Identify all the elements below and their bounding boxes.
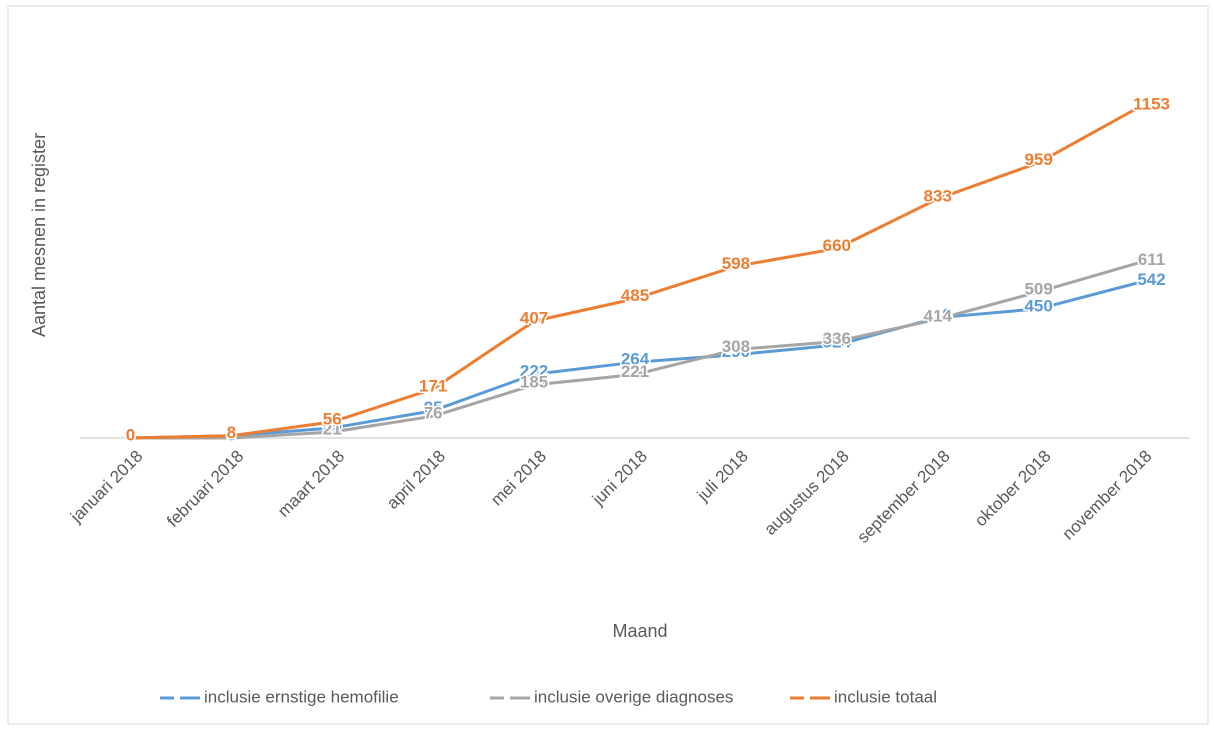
- legend-label: inclusie overige diagnoses: [534, 687, 733, 706]
- data-label: 185: [520, 372, 548, 391]
- data-label: 407: [520, 309, 548, 328]
- data-label: 324: [823, 332, 852, 351]
- data-label: 76: [424, 404, 443, 423]
- data-label: 542: [1137, 270, 1165, 289]
- x-axis-title: Maand: [612, 621, 667, 641]
- data-label: 1153: [1133, 94, 1170, 113]
- data-label: 336: [823, 329, 851, 348]
- data-label: 598: [722, 254, 750, 273]
- data-label: 485: [621, 286, 649, 305]
- legend-label: inclusie ernstige hemofilie: [204, 687, 399, 706]
- data-label: 509: [1024, 279, 1052, 298]
- data-label: 8: [227, 423, 236, 442]
- data-label: 833: [924, 186, 952, 205]
- data-label: 264: [621, 350, 650, 369]
- data-label: 450: [1024, 296, 1052, 315]
- data-label: 35: [323, 415, 342, 434]
- data-label: 0: [126, 425, 135, 444]
- data-label: 660: [823, 236, 851, 255]
- data-label: 221: [621, 362, 649, 381]
- data-label: 0: [227, 425, 236, 444]
- data-label: 959: [1024, 150, 1052, 169]
- data-label: 21: [323, 419, 342, 438]
- data-label: 0: [126, 425, 135, 444]
- legend-label: inclusie totaal: [834, 687, 937, 706]
- data-label: 171: [419, 376, 447, 395]
- data-label: 419: [924, 305, 952, 324]
- y-axis-title: Aantal mesnen in register: [29, 133, 49, 337]
- data-label: 414: [924, 307, 953, 326]
- series-line: [130, 105, 1141, 440]
- data-label: 290: [722, 342, 750, 361]
- data-label: 95: [424, 398, 443, 417]
- data-label: 222: [520, 362, 548, 381]
- data-label: 0: [126, 425, 135, 444]
- data-label: 308: [722, 337, 750, 356]
- series-line: [130, 261, 1140, 440]
- series-line: [130, 280, 1140, 440]
- data-label: 56: [323, 409, 342, 428]
- data-label: 8: [227, 423, 236, 442]
- data-label: 611: [1138, 250, 1165, 269]
